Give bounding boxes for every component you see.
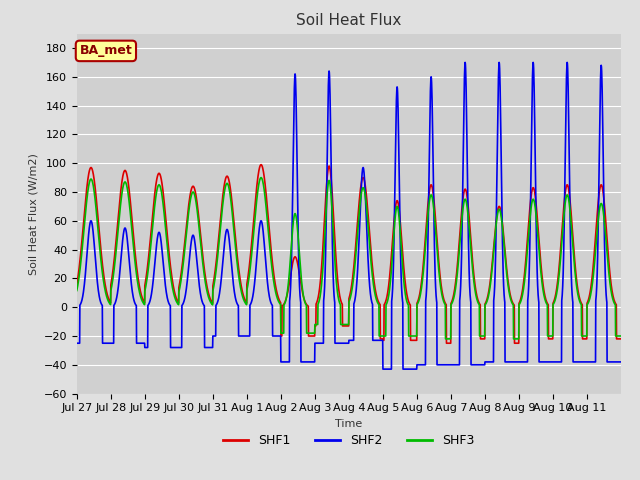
SHF1 [617,336,625,342]
SHF1 [544,301,552,307]
Text: BA_met: BA_met [79,44,132,58]
SHF3 [257,175,265,180]
SHF3 [513,336,521,342]
Title: Soil Heat Flux: Soil Heat Flux [296,13,401,28]
SHF3 [544,333,552,339]
SHF1 [73,282,81,288]
X-axis label: Time: Time [335,419,362,429]
SHF3 [610,299,618,304]
SHF2 [244,333,252,339]
SHF2 [544,359,552,365]
SHF1 [127,207,135,213]
SHF2 [73,340,81,346]
SHF2 [379,366,387,372]
SHF1 [257,162,265,168]
Line: SHF2: SHF2 [77,62,621,369]
SHF3 [442,336,449,342]
SHF2 [513,359,521,365]
SHF2 [127,279,135,285]
Legend: SHF1, SHF2, SHF3: SHF1, SHF2, SHF3 [218,429,480,452]
Line: SHF1: SHF1 [77,165,621,343]
SHF3 [73,288,81,293]
SHF3 [617,333,625,339]
SHF3 [381,333,389,339]
SHF2 [617,359,625,365]
Y-axis label: Soil Heat Flux (W/m2): Soil Heat Flux (W/m2) [28,153,38,275]
SHF2 [610,359,618,365]
SHF1 [513,340,521,346]
SHF1 [244,270,252,276]
SHF1 [381,299,389,305]
SHF1 [610,295,618,301]
SHF2 [461,60,469,65]
SHF3 [127,219,135,225]
Line: SHF3: SHF3 [77,178,621,339]
SHF2 [381,366,389,372]
SHF3 [244,278,252,284]
SHF1 [443,340,451,346]
